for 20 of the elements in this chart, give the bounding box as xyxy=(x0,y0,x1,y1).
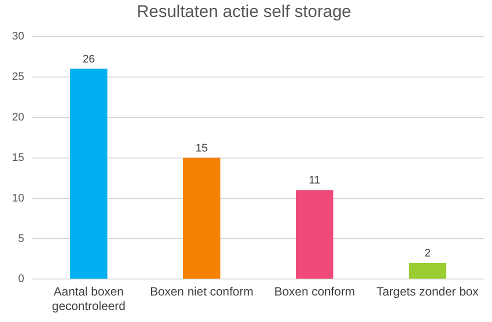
x-tick-label: Targets zonder box xyxy=(376,284,479,299)
y-tick-label: 20 xyxy=(12,111,24,124)
data-label: 26 xyxy=(82,53,95,66)
data-label: 15 xyxy=(196,142,208,154)
y-tick-label: 10 xyxy=(12,192,24,204)
y-tick-label: 5 xyxy=(18,232,24,245)
x-tick-label: Boxen niet conform xyxy=(150,284,254,299)
y-tick-label: 25 xyxy=(12,70,24,83)
data-label: 2 xyxy=(424,248,431,260)
data-label: 11 xyxy=(308,174,320,187)
bar xyxy=(70,68,108,279)
chart-title: Resultaten actie self storage xyxy=(136,2,352,21)
y-tick-label: 30 xyxy=(12,30,24,42)
bar xyxy=(296,190,334,279)
bar xyxy=(183,158,220,279)
x-tick-label: Boxen conform xyxy=(274,284,355,299)
x-tick-label: Aantal boxen gecontroleerd xyxy=(52,284,126,314)
bar xyxy=(408,263,446,279)
y-tick-label: 0 xyxy=(18,273,24,286)
y-tick-label: 15 xyxy=(12,152,24,164)
